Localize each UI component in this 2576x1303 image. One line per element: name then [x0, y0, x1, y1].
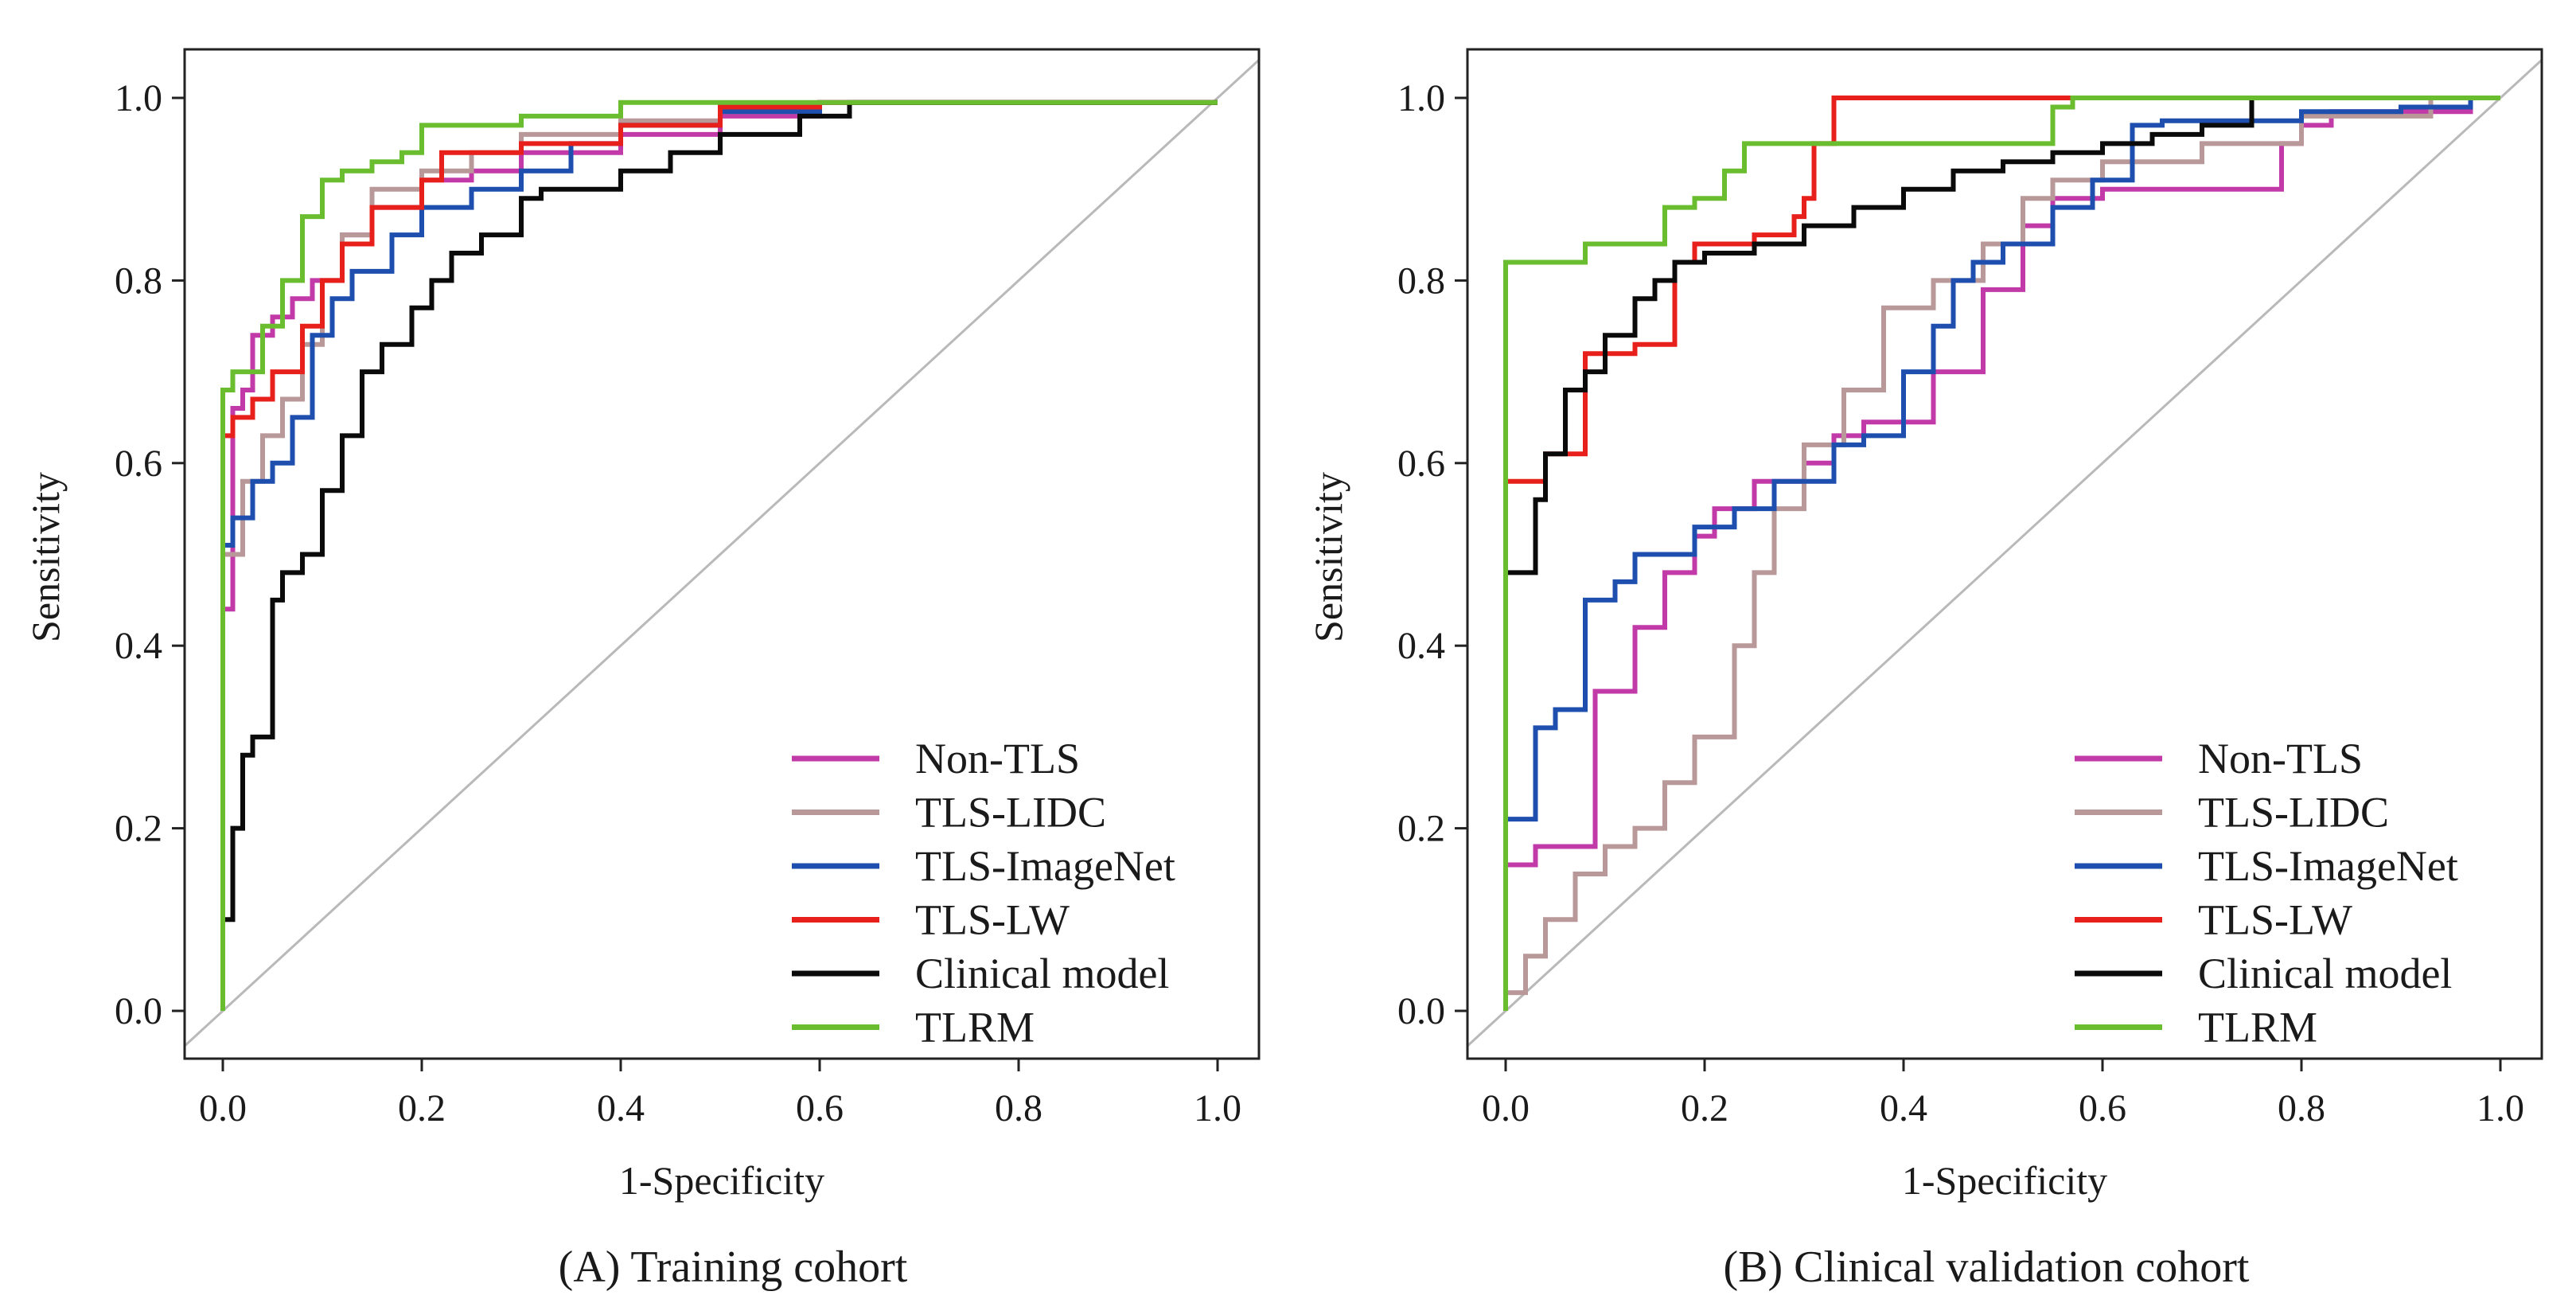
- y-tick-label: 0.4: [1397, 625, 1445, 667]
- series-line-tls-imagenet: [220, 99, 1218, 600]
- legend-label-tls-lw: TLS-LW: [2198, 896, 2352, 944]
- y-tick-label: 0.8: [1397, 259, 1445, 302]
- y-tick-label: 0.2: [1397, 808, 1445, 850]
- x-tick-label: 0.2: [398, 1087, 446, 1129]
- x-tick-label: 1.0: [2477, 1087, 2524, 1129]
- y-tick-label: 0.2: [115, 808, 162, 850]
- x-tick-label: 0.6: [796, 1087, 844, 1129]
- series-line-clinical-model: [220, 99, 1218, 975]
- panel-training-cohort: 0.0 0.2 0.4 0.6 0.8 1.0 0.0 0.2 0.4 0.6 0.8 1.0 1-Sp…: [23, 48, 1261, 1292]
- x-axis-label: 1-Specificity: [619, 1158, 824, 1203]
- x-tick-label: 0.0: [199, 1087, 247, 1129]
- plot-frame: [183, 48, 1261, 1060]
- y-tick-label: 1.0: [115, 77, 162, 119]
- plot-frame: [1466, 48, 2543, 1060]
- legend-label-tls-imagenet: TLS-ImageNet: [915, 842, 1175, 890]
- y-tick-label: 1.0: [1397, 77, 1445, 119]
- series-line-tls-lw: [220, 99, 1218, 710]
- y-tick-label: 0.8: [115, 259, 162, 302]
- panel-caption: (A) Training cohort: [559, 1243, 908, 1292]
- x-tick-label: 0.0: [1482, 1087, 1530, 1129]
- x-tick-label: 0.8: [2278, 1087, 2325, 1129]
- legend-label-tls-lidc: TLS-LIDC: [915, 789, 1106, 837]
- reference-diagonal-line: [1467, 58, 2542, 1048]
- x-axis-label: 1-Specificity: [1902, 1158, 2107, 1203]
- x-tick-label: 0.4: [1880, 1087, 1927, 1129]
- y-tick-label: 0.6: [115, 443, 162, 485]
- series-line-clinical-model: [1503, 96, 2500, 582]
- legend-label-tls-imagenet: TLS-ImageNet: [2198, 842, 2458, 890]
- y-tick-label: 0.6: [1397, 443, 1445, 485]
- legend-label-clinical-model: Clinical model: [2198, 950, 2452, 997]
- x-tick-label: 0.6: [2079, 1087, 2126, 1129]
- series-line-tlrm: [1503, 96, 2500, 1011]
- y-tick-label: 0.0: [1397, 990, 1445, 1032]
- y-tick-label: 0.4: [115, 625, 162, 667]
- panel-clinical-validation-cohort: 0.0 0.2 0.4 0.6 0.8 1.0 0.0 0.2 0.4 0.6 0.8 1.0 1-Sp…: [1306, 48, 2543, 1292]
- series-line-tls-imagenet: [1503, 96, 2500, 1011]
- legend-label-tlrm: TLRM: [915, 1004, 1035, 1051]
- reference-diagonal-line: [185, 58, 1259, 1048]
- x-tick-label: 0.4: [597, 1087, 645, 1129]
- series-line-tls-lidc: [220, 99, 1218, 710]
- legend: Non-TLS TLS-LIDC TLS-ImageNet TLS-LW Clinica…: [2075, 735, 2458, 1051]
- legend-label-tls-lidc: TLS-LIDC: [2198, 789, 2389, 837]
- legend: Non-TLS TLS-LIDC TLS-ImageNet TLS-LW Clinica…: [792, 735, 1175, 1051]
- y-tick-label: 0.0: [115, 990, 162, 1032]
- series-line-tls-lw: [1503, 96, 2173, 511]
- x-tick-label: 0.8: [995, 1087, 1042, 1129]
- legend-label-clinical-model: Clinical model: [915, 950, 1169, 997]
- series-line-tls-lidc: [1503, 96, 2500, 1011]
- x-tick-label: 1.0: [1194, 1087, 1241, 1129]
- x-tick-label: 0.2: [1681, 1087, 1728, 1129]
- legend-label-non-tls: Non-TLS: [915, 735, 1080, 782]
- legend-label-tls-lw: TLS-LW: [915, 896, 1070, 944]
- legend-label-non-tls: Non-TLS: [2198, 735, 2363, 782]
- series-line-tlrm: [220, 99, 1218, 1011]
- panel-caption: (B) Clinical validation cohort: [1724, 1243, 2250, 1292]
- y-axis-label: Sensitivity: [23, 472, 68, 642]
- legend-label-tlrm: TLRM: [2198, 1004, 2317, 1051]
- y-axis-label: Sensitivity: [1306, 472, 1350, 642]
